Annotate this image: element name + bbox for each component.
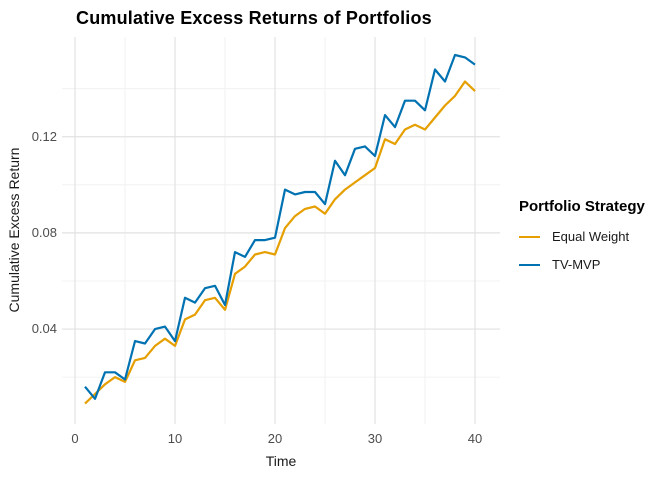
- x-tick-label: 40: [467, 431, 483, 446]
- chart-title: Cumulative Excess Returns of Portfolios: [76, 8, 432, 28]
- series-line-equal-weight: [84, 80, 476, 405]
- legend-line-swatch: [519, 235, 540, 238]
- x-tick-label: 10: [167, 431, 183, 446]
- legend-item-tv-mvp: TV-MVP: [519, 257, 669, 272]
- series-line-tv-mvp: [84, 53, 476, 400]
- legend-title: Portfolio Strategy: [519, 198, 645, 215]
- legend-items: Equal Weight TV-MVP: [519, 229, 669, 272]
- y-tick-label: 0.04: [31, 321, 57, 337]
- legend-item-equal-weight: Equal Weight: [519, 229, 669, 244]
- legend-line-swatch: [519, 263, 540, 266]
- y-tick-label: 0.08: [31, 224, 57, 240]
- x-tick-label: 0: [71, 431, 79, 446]
- x-tick-label: 20: [267, 431, 283, 446]
- x-tick-label: 30: [367, 431, 383, 446]
- legend: Portfolio Strategy Equal Weight TV-MVP: [519, 198, 669, 285]
- y-tick-label: 0.12: [31, 128, 57, 144]
- legend-label: Equal Weight: [552, 229, 630, 244]
- x-axis-title: Time: [265, 453, 297, 469]
- legend-label: TV-MVP: [552, 257, 601, 272]
